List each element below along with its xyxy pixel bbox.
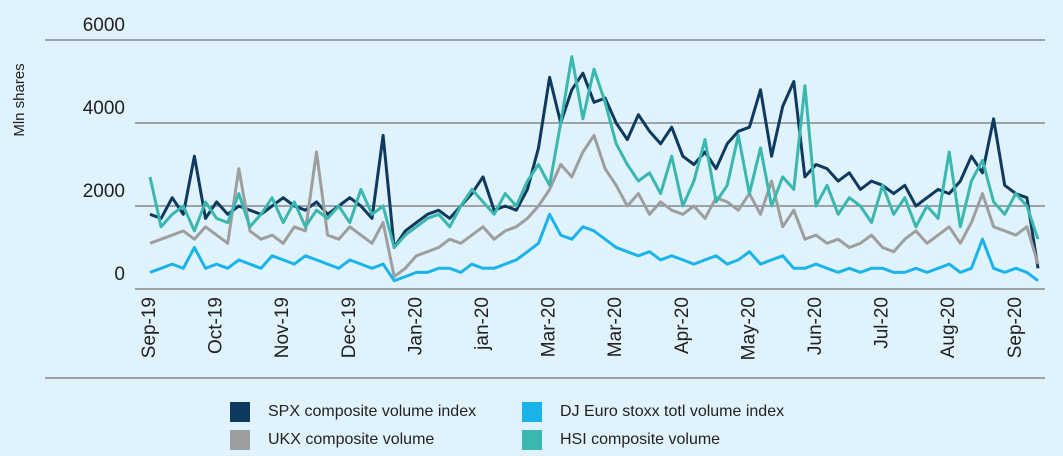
x-tick-label: Jan-20 [405,297,426,355]
y-tick-label: 0 [114,264,125,285]
legend-label: HSI composite volume [560,431,720,448]
x-tick-label: Jul-20 [872,297,893,349]
legend-swatch [522,430,542,450]
legend-swatch [522,402,542,422]
x-tick-label: Mar-20 [605,297,626,357]
legend-label: SPX composite volume index [268,403,476,420]
series-line [149,212,1039,283]
x-tick-label: Dec-19 [339,297,360,358]
x-tick-label: Apr-20 [672,297,693,354]
x-tick-label: Nov-19 [272,297,293,358]
legend-swatch [230,402,250,422]
y-axis-label: Mln shares [11,63,28,136]
x-tick-label: May-20 [738,297,759,360]
x-tick-label: jan-20 [472,297,493,351]
x-tick-label: Oct-19 [206,297,227,354]
y-tick-label: 2000 [83,181,125,202]
y-tick-label: 4000 [83,98,125,119]
y-tick-label: 6000 [83,15,125,36]
x-tick-label: Sep-20 [1005,297,1026,358]
legend-label: DJ Euro stoxx totl volume index [560,403,784,420]
x-tick-label: Sep-19 [139,297,160,358]
x-tick-label: Jun-20 [805,297,826,355]
legend-swatch [230,430,250,450]
x-tick-label: Mar-20 [539,297,560,357]
legend-label: UKX composite volume [268,431,434,448]
series-line [148,55,1040,249]
series-line [149,133,1040,279]
x-tick-label: Aug-20 [938,297,959,358]
